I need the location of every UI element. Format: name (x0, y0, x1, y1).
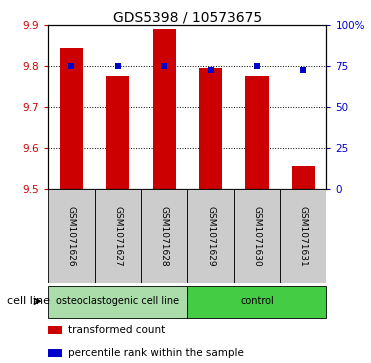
Bar (141, 189, 187, 283)
Bar (245, 77, 269, 189)
Bar (48, 326, 62, 334)
Bar (48, 349, 62, 357)
Bar (234, 189, 280, 283)
Bar (152, 29, 176, 189)
Bar (48, 189, 95, 283)
Bar (95, 189, 141, 283)
Bar (280, 189, 326, 283)
Text: GSM1071626: GSM1071626 (67, 205, 76, 266)
Text: percentile rank within the sample: percentile rank within the sample (68, 348, 244, 358)
Bar (60, 48, 83, 189)
Text: control: control (240, 296, 274, 306)
Text: GSM1071631: GSM1071631 (299, 205, 308, 266)
Bar (48, 286, 187, 318)
Title: GDS5398 / 10573675: GDS5398 / 10573675 (113, 10, 262, 24)
Text: GSM1071628: GSM1071628 (160, 205, 169, 266)
Text: cell line: cell line (7, 296, 50, 306)
Bar (292, 166, 315, 189)
Bar (199, 68, 222, 189)
Bar (187, 286, 326, 318)
Bar (106, 77, 129, 189)
Text: GSM1071629: GSM1071629 (206, 205, 215, 266)
Text: GSM1071627: GSM1071627 (113, 205, 122, 266)
Text: GSM1071630: GSM1071630 (252, 205, 262, 266)
Text: osteoclastogenic cell line: osteoclastogenic cell line (56, 296, 179, 306)
Text: transformed count: transformed count (68, 325, 165, 335)
Bar (187, 189, 234, 283)
